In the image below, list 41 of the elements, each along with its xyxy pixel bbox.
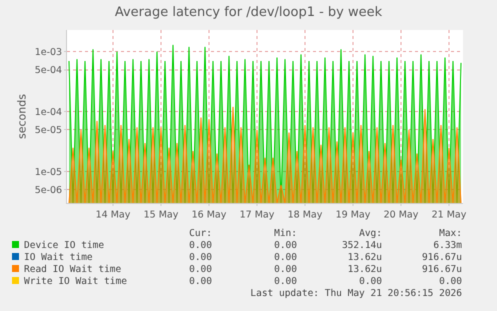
legend-label: Write IO Wait time [23,276,128,288]
text: 13.62u [346,264,382,276]
x-tick-label: 21 May [432,209,467,220]
legend-label: Device IO time [23,240,106,252]
legend-label: IO Wait time [23,252,94,264]
y-axis-title: seconds [15,94,28,139]
text: 0.00 [188,252,212,264]
text: 916.67u [420,264,462,276]
text: 13.62u [346,252,382,264]
text: Min: [273,228,297,240]
text: 0.00 [188,276,212,288]
text: Avg: [358,228,382,240]
text: 0.00 [358,276,382,288]
y-tick-label: 1e-04 [34,106,62,118]
y-tick-label: 1e-03 [34,47,62,58]
legend-label: Read IO Wait time [23,264,122,276]
x-tick-label: 14 May [96,209,131,220]
x-tick-label: 19 May [336,209,371,220]
x-tick-label: 17 May [240,209,275,220]
text: Cur: [188,228,212,240]
text: 0.00 [273,276,297,288]
text: 0.00 [188,240,212,252]
text: 0.00 [273,240,297,252]
y-tick-label: 5e-05 [34,125,62,136]
text: 6.33m [432,240,462,252]
text: 0.00 [273,252,297,264]
x-tick-label: 18 May [288,209,323,220]
y-tick-label: 1e-05 [34,166,62,178]
text: 916.67u [420,252,462,264]
text: 0.00 [188,264,212,276]
chart-title: Average latency for /dev/loop1 - by week [114,4,383,20]
text: 0.00 [438,276,462,288]
y-tick-label: 5e-04 [34,65,62,76]
x-tick-label: 20 May [384,209,419,220]
text: 0.00 [273,264,297,276]
text: Last update: Thu May 21 20:56:15 2026 [249,288,462,300]
x-tick-label: 16 May [192,209,227,220]
y-tick-label: 5e-06 [34,185,62,196]
text: 352.14u [340,240,382,252]
text: Max: [438,228,462,240]
x-tick-label: 15 May [144,209,179,220]
